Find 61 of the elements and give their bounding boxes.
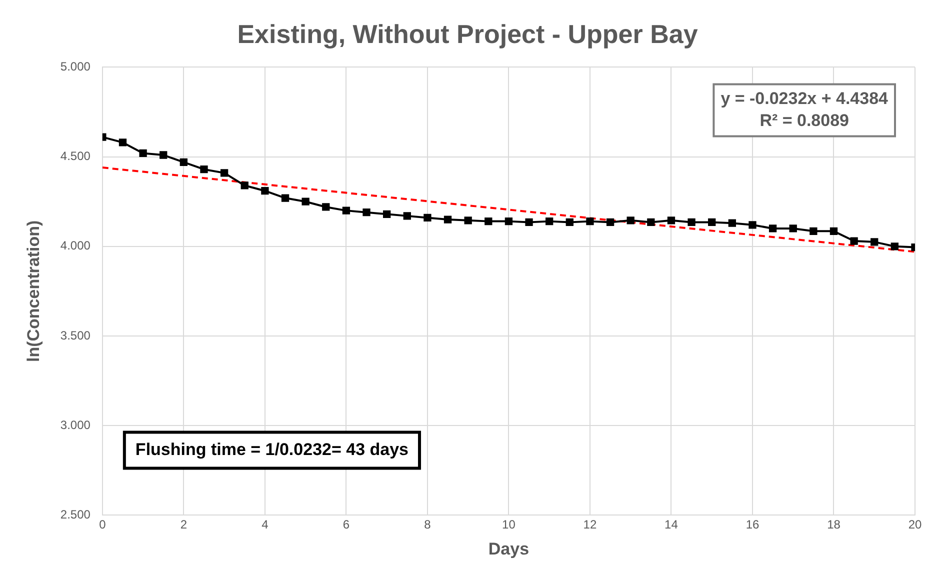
point: [240, 182, 248, 190]
point: [667, 216, 676, 224]
x-axis-title: Days: [488, 539, 530, 558]
x-tick-label: 10: [502, 518, 516, 532]
point: [118, 138, 127, 146]
point: [890, 242, 899, 250]
point: [768, 224, 777, 232]
annotation: y = -0.0232x + 4.4384 R² = 0.8089: [720, 88, 889, 130]
x-tick-label: 4: [262, 518, 269, 532]
point: [688, 218, 696, 226]
point: [281, 194, 290, 202]
point: [403, 212, 411, 220]
x-tick-label: 14: [664, 518, 678, 532]
point: [464, 216, 472, 224]
point: [647, 218, 655, 226]
point: [504, 217, 513, 226]
x-tick-label: 0: [99, 518, 106, 532]
y-tick-label: 3.500: [60, 328, 91, 342]
point: [160, 151, 168, 159]
point: [728, 219, 736, 227]
point: [220, 169, 228, 177]
x-tick-label: 18: [827, 518, 841, 532]
point: [525, 218, 533, 226]
point: [748, 221, 756, 229]
y-tick-label: 4.000: [60, 238, 91, 253]
x-tick-label: 2: [180, 518, 188, 532]
point: [546, 217, 554, 226]
annotation: Flushing time = 1/0.0232= 43 days: [135, 440, 409, 459]
point: [606, 218, 614, 226]
point: [566, 218, 574, 226]
point: [342, 206, 350, 214]
point: [322, 203, 330, 211]
y-tick-label: 5.000: [60, 60, 91, 74]
point: [302, 198, 310, 206]
y-tick-label: 4.500: [60, 149, 91, 164]
point: [586, 217, 594, 226]
x-tick-label: 20: [908, 518, 922, 532]
y-axis-title: ln(Concentration): [24, 220, 43, 362]
x-tick-label: 6: [342, 518, 350, 532]
point: [261, 187, 269, 195]
point: [200, 166, 208, 174]
point: [830, 227, 838, 235]
point: [444, 216, 452, 224]
point: [362, 208, 370, 216]
point: [708, 218, 716, 226]
point: [789, 224, 797, 232]
point: [180, 158, 188, 166]
y-tick-label: 3.000: [60, 418, 91, 432]
point: [850, 237, 858, 245]
chart-title: Existing, Without Project - Upper Bay: [237, 18, 698, 49]
point: [383, 210, 391, 218]
point: [139, 149, 147, 158]
point: [810, 227, 818, 235]
point: [424, 214, 432, 222]
x-tick-label: 8: [424, 518, 432, 532]
point: [626, 216, 634, 224]
point: [484, 217, 492, 226]
y-tick-label: 2.500: [60, 508, 91, 522]
x-tick-label: 12: [583, 518, 597, 532]
x-tick-label: 16: [746, 518, 760, 532]
point: [870, 238, 878, 246]
